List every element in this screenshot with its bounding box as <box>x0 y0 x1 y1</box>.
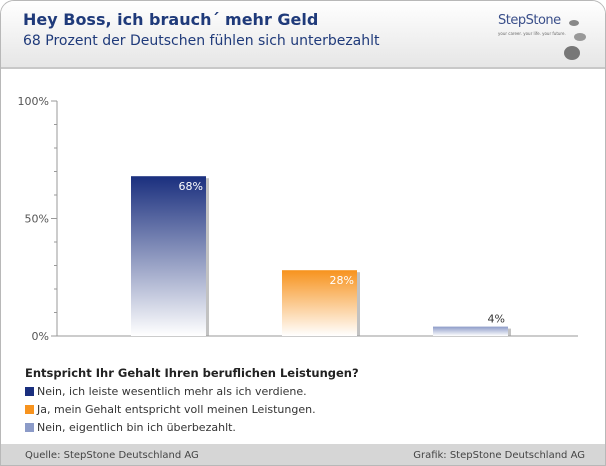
source-note: Quelle: StepStone Deutschland AG <box>25 450 199 461</box>
stepstone-logo: StepStone your career. your life. your f… <box>498 13 588 63</box>
data-label: 28% <box>330 274 354 287</box>
legend-label: Ja, mein Gehalt entspricht voll meinen L… <box>37 403 316 416</box>
bar-chart: 0% 50% 100% 68% 28% 4% <box>18 95 578 343</box>
legend-item: Nein, eigentlich bin ich überbezahlt. <box>25 421 236 434</box>
stones-icon <box>564 20 586 60</box>
legend-label: Nein, eigentlich bin ich überbezahlt. <box>37 421 236 434</box>
legend-label: Nein, ich leiste wesentlich mehr als ich… <box>37 385 307 398</box>
bar <box>433 326 508 336</box>
legend-swatch <box>25 405 34 414</box>
chart-title: Hey Boss, ich brauch´ mehr Geld <box>23 10 319 29</box>
chart-subtitle: 68 Prozent der Deutschen fühlen sich unt… <box>23 33 380 49</box>
data-label: 4% <box>488 313 505 326</box>
legend-item: Ja, mein Gehalt entspricht voll meinen L… <box>25 403 316 416</box>
data-label: 68% <box>179 180 203 193</box>
bar <box>282 270 357 336</box>
y-tick-label: 0% <box>32 330 49 343</box>
legend-item: Nein, ich leiste wesentlich mehr als ich… <box>25 385 307 398</box>
y-tick-label: 50% <box>25 213 49 226</box>
legend-swatch <box>25 387 34 396</box>
legend-title: Entspricht Ihr Gehalt Ihren beruflichen … <box>25 366 359 380</box>
legend-swatch <box>25 423 34 432</box>
y-tick-label: 100% <box>18 95 49 108</box>
credit-note: Grafik: StepStone Deutschland AG <box>413 450 585 461</box>
bar <box>131 176 206 336</box>
header: Hey Boss, ich brauch´ mehr Geld 68 Proze… <box>1 1 605 69</box>
footer: Quelle: StepStone Deutschland AG Grafik:… <box>1 444 605 465</box>
logo-text: StepStone <box>498 13 561 28</box>
logo-tagline: your career. your life. your future. <box>498 31 566 36</box>
